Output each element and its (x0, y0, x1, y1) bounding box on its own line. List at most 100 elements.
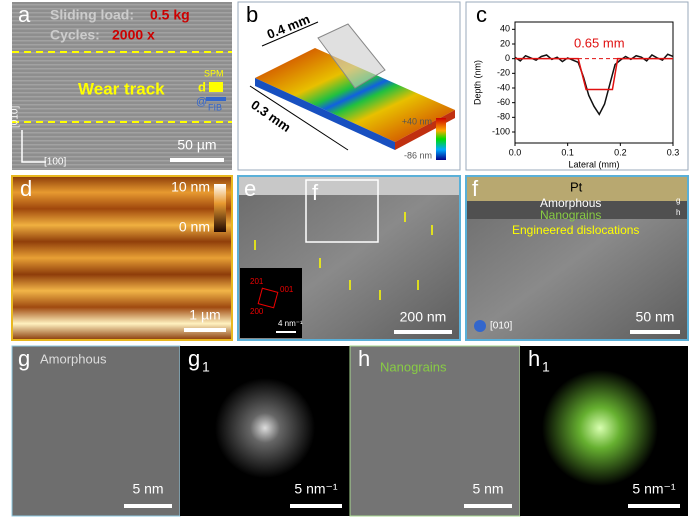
layer-label: Nanograins (540, 208, 601, 222)
layer-label: Engineered dislocations (512, 223, 639, 237)
panel-d: d 10 nm 0 nm 1 µm (11, 175, 233, 341)
y-tick-label: -80 (497, 112, 510, 122)
y-tick-label: 0 (505, 53, 510, 63)
hrtem-image (349, 345, 521, 517)
colorbar (214, 184, 226, 232)
at-label: @ (196, 96, 207, 108)
afm-image (11, 175, 233, 341)
x-tick-label: 0.3 (667, 147, 680, 157)
panel-label: a (18, 2, 31, 27)
spot-label: 001 (280, 285, 294, 294)
y-tick-label: 20 (500, 38, 510, 48)
zone-symbol (474, 320, 486, 332)
panel-label-sub: 1 (202, 359, 210, 375)
track-label: Wear track (78, 79, 165, 98)
cycles-value: 2000 x (112, 27, 155, 43)
panel-label: b (246, 2, 258, 27)
spot-label: 201 (250, 277, 264, 286)
axis-arrows (21, 130, 46, 163)
fib-box (206, 97, 226, 101)
panel-e: e f 201 001 200 4 nm⁻¹ 200 nm (237, 175, 461, 341)
scale-label: 5 nm⁻¹ (294, 481, 338, 497)
y-tick-label: -60 (497, 97, 510, 107)
layer-label: Pt (570, 179, 583, 194)
fib-label: FIB (208, 102, 222, 112)
cycles-text: Cycles: (50, 27, 100, 43)
panel-label-sub: 1 (542, 359, 550, 375)
surface-side (255, 78, 395, 150)
panel-c: c 40 20 0 -20 -40 -60 -80 -100 0.0 0.1 0.2 0.3 Later… (465, 1, 689, 171)
axis-x-label: [100] (44, 157, 66, 168)
region-title: Nanograins (380, 359, 447, 374)
panel-g: g Amorphous 5 nm (11, 345, 181, 517)
y-tick-label: -100 (492, 126, 510, 136)
zone-label: [010] (490, 321, 512, 332)
panel-label: d (20, 176, 32, 201)
x-tick-label: 0.0 (509, 147, 522, 157)
dim-line (261, 21, 319, 47)
panel-label: g (188, 346, 200, 371)
region-title: Amorphous (40, 351, 107, 366)
region-mark: h (676, 208, 680, 217)
panel-label: h (528, 346, 540, 371)
panel-label: h (358, 346, 370, 371)
pt-layer (467, 177, 687, 201)
panel-h: h Nanograins 5 nm (349, 345, 521, 517)
section-plane (317, 23, 386, 89)
spm-label: SPM (204, 68, 224, 78)
colorbar-min: -86 nm (404, 150, 432, 160)
unit-cell (257, 287, 279, 309)
surface-layer (239, 177, 459, 195)
fft-glow (542, 370, 658, 486)
scale-label: 5 nm (132, 481, 163, 497)
spm-box (209, 82, 223, 92)
scale-label: 5 nm (472, 481, 503, 497)
y-tick-label: 40 (500, 24, 510, 34)
surface-top (255, 48, 455, 142)
spot-label: 200 (250, 307, 264, 316)
y-axis-label: Depth (nm) (472, 60, 482, 105)
x-tick-label: 0.2 (614, 147, 627, 157)
panel-label: e (244, 176, 256, 201)
inset-box (305, 179, 379, 243)
scale-label: 1 µm (189, 307, 220, 323)
panel-g1: g 1 5 nm⁻¹ (180, 346, 350, 516)
dislocation-arrows (254, 212, 433, 300)
colorbar-max: 10 nm (171, 179, 210, 195)
y-tick-label: -20 (497, 68, 510, 78)
scale-label: 50 µm (177, 137, 216, 153)
panel-label: g (18, 346, 30, 371)
load-value: 0.5 kg (150, 7, 190, 23)
inset-box-label: f (312, 180, 319, 205)
amorphous-layer (467, 201, 687, 219)
x-tick-label: 0.1 (561, 147, 574, 157)
fft-glow (215, 378, 315, 478)
panel-frame (465, 1, 689, 171)
annotation: 0.65 mm (574, 35, 625, 50)
x-axis-label: Lateral (mm) (568, 159, 619, 169)
colorbar-max: +40 nm (402, 116, 432, 126)
colorbar-min: 0 nm (179, 219, 210, 235)
panel-label: c (476, 2, 487, 27)
scale-label: 5 nm⁻¹ (632, 481, 676, 497)
layer-label: Amorphous (540, 196, 601, 210)
profile-line (514, 53, 674, 116)
plot-frame (514, 21, 674, 144)
scale-label: 50 nm (636, 309, 675, 325)
colorbar (436, 118, 446, 160)
region-mark: g (676, 196, 680, 205)
optical-image (12, 2, 232, 170)
panel-b: b 0.4 mm 0.3 mm +40 nm -86 nm (237, 1, 461, 171)
dim-line (249, 85, 349, 151)
panel-h1: h 1 5 nm⁻¹ (520, 346, 688, 516)
profile-line (515, 57, 673, 91)
hrtem-image (11, 345, 181, 517)
axis-y-label: [010] (10, 106, 21, 128)
panel-a: a Sliding load: 0.5 kg Cycles: 2000 x We… (10, 2, 232, 170)
y-tick-label: -40 (497, 82, 510, 92)
panel-label: f (472, 176, 479, 201)
load-text: Sliding load: (50, 7, 134, 23)
panel-f: f Pt Amorphous Nanograins Engineered dis… (465, 175, 689, 341)
scale-label: 200 nm (400, 309, 447, 325)
